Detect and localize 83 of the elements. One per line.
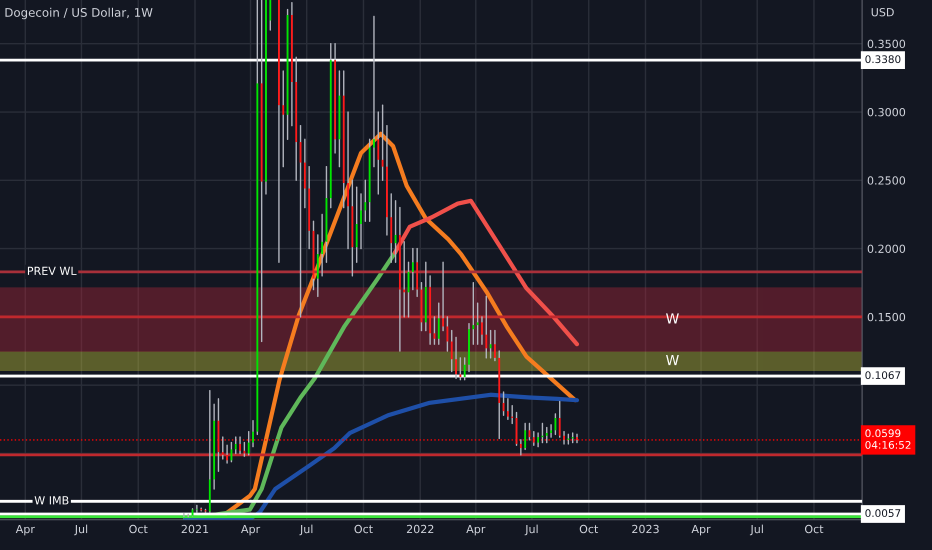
y-tick-label: 0.1500 [868,312,906,322]
y-tick-label: 0.2500 [868,176,906,185]
y-tick-label: 0.3000 [868,108,906,116]
x-tick-label: Apr [466,524,486,536]
x-tick-label: Apr [692,524,711,536]
ref-line-label: 0.3380 [865,55,900,64]
candlestick [412,248,414,290]
candlestick [502,391,504,416]
y-axis-title: USD [872,8,894,16]
candlestick [459,357,462,380]
candlestick [572,432,574,444]
candlestick [382,104,384,181]
x-tick-label: 2021 [182,524,208,534]
x-tick-label: Apr [16,524,35,536]
candlestick [420,282,422,332]
candlestick [326,166,328,263]
candlestick [222,436,224,460]
candlestick [360,193,362,250]
ref-line-label: 0.0057 [865,509,900,518]
candlestick [300,124,302,318]
candlestick [434,316,436,345]
candlestick [576,434,578,444]
x-tick-label: Jul [524,524,538,536]
line-series [392,198,580,346]
candlestick [230,442,232,462]
candlestick [520,439,522,456]
candlestick [494,330,496,362]
candlestick [563,430,565,445]
x-tick-label: Jul [74,524,88,536]
candlestick [516,412,518,446]
candlestick [386,124,388,236]
x-tick-label: Oct [580,524,598,534]
x-tick-label: Oct [354,524,373,534]
x-tick-label: Apr [241,524,260,536]
ref-line-label: 0.1067 [865,371,900,380]
band-label: W [666,355,679,366]
candlestick [408,262,410,318]
candlestick [403,241,406,318]
candlestick [321,214,324,277]
candlestick [252,420,254,448]
candlestick [506,398,509,420]
x-tick-label: 2023 [632,524,659,534]
candlestick [364,180,366,222]
candlestick [278,0,280,263]
ref-line-label: 0.0599 04:16:52 [865,429,910,449]
candlestick [528,422,530,441]
candlestick [554,413,556,436]
candlestick [373,16,375,168]
candlestick [524,422,526,450]
candlestick [239,436,241,454]
candlestick [455,336,457,380]
candlestick [265,0,267,195]
ref-line-label: PREV WL [28,266,77,275]
x-tick-label: Oct [129,524,148,534]
candlestick [446,316,448,352]
candlestick [537,432,540,448]
line-series [183,392,580,520]
candlestick [218,398,220,472]
x-tick-label: Jul [750,524,763,536]
candlestick [286,8,288,140]
x-tick-label: Oct [804,524,824,534]
candlestick [394,200,396,263]
candlestick [347,111,349,250]
candlestick [476,302,479,345]
text: Dogecoin / US Dollar, 1W [5,8,152,20]
candlestick [226,444,228,464]
ref-line-label: W IMB [34,496,68,504]
x-tick-label: Jul [299,524,312,536]
band-label: W [666,313,679,324]
candlestick [468,323,470,372]
candlestick [442,262,444,332]
candlestick [542,422,544,444]
y-tick-label: 0.3500 [868,40,906,48]
candlestick [567,434,570,445]
x-tick-label: 2022 [406,524,434,534]
candlestick [550,424,552,438]
candlestick [511,404,514,424]
candlestick [312,220,314,290]
y-tick-label: 0.2000 [868,244,906,253]
candlestick [243,442,246,457]
candlestick [481,316,483,345]
candlestick [192,508,194,516]
candlestick [490,330,492,359]
